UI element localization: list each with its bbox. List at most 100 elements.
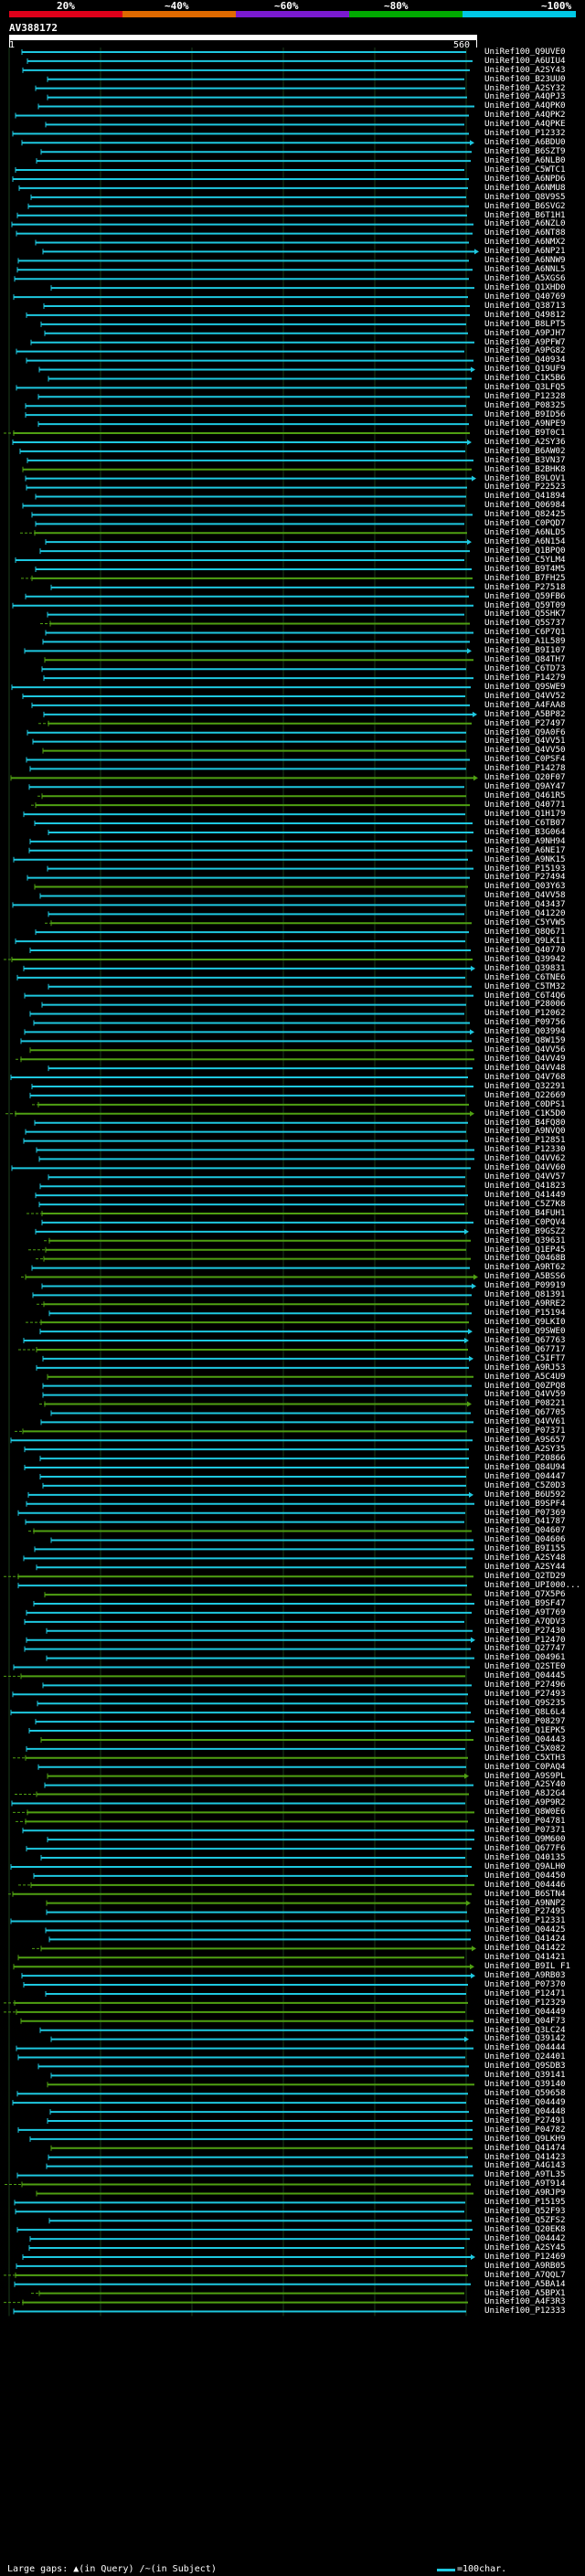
hit-label[interactable]: UniRef100_C6P7Q1	[484, 627, 566, 638]
hit-label[interactable]: UniRef100_A1L589	[484, 636, 566, 647]
hit-label[interactable]: UniRef100_Q40770	[484, 944, 566, 955]
hit-label[interactable]: UniRef100_C5IFT7	[484, 1352, 566, 1363]
hit-label[interactable]: UniRef100_A5XGS6	[484, 273, 566, 284]
hit-label[interactable]: UniRef100_B6SZT9	[484, 146, 566, 157]
hit-label[interactable]: UniRef100_Q04442	[484, 2232, 566, 2243]
hit-label[interactable]: UniRef100_P27496	[484, 1680, 566, 1691]
hit-label[interactable]: UniRef100_Q04606	[484, 1534, 566, 1545]
hit-label[interactable]: UniRef100_Q06984	[484, 500, 566, 511]
hit-label[interactable]: UniRef100_A6BDU0	[484, 137, 566, 148]
hit-label[interactable]: UniRef100_Q4VV48	[484, 1062, 566, 1073]
hit-label[interactable]: UniRef100_P07371	[484, 1426, 566, 1436]
hit-label[interactable]: UniRef100_A2SY40	[484, 1779, 566, 1790]
hit-label[interactable]: UniRef100_Q9SDB3	[484, 2061, 566, 2072]
hit-label[interactable]: UniRef100_A9RJP9	[484, 2188, 566, 2199]
hit-label[interactable]: UniRef100_P12471	[484, 1988, 566, 1998]
hit-label[interactable]: UniRef100_Q39142	[484, 2033, 566, 2044]
hit-label[interactable]: UniRef100_Q9M600	[484, 1834, 566, 1844]
hit-label[interactable]: UniRef100_B9SF47	[484, 1597, 566, 1608]
hit-label[interactable]: UniRef100_P09756	[484, 1017, 566, 1028]
hit-label[interactable]: UniRef100_P12851	[484, 1135, 566, 1146]
hit-label[interactable]: UniRef100_Q4VV61	[484, 1416, 566, 1427]
hit-label[interactable]: UniRef100_Q39942	[484, 953, 566, 964]
hit-label[interactable]: UniRef100_A6UIU4	[484, 55, 566, 66]
hit-label[interactable]: UniRef100_C0DPS1	[484, 1098, 566, 1109]
hit-label[interactable]: UniRef100_Q40771	[484, 799, 566, 810]
hit-label[interactable]: UniRef100_A9RRE2	[484, 1299, 566, 1309]
hit-label[interactable]: UniRef100_P07369	[484, 1507, 566, 1518]
hit-label[interactable]: UniRef100_B9ID56	[484, 409, 566, 419]
hit-label[interactable]: UniRef100_Q9ALH0	[484, 1860, 566, 1871]
hit-label[interactable]: UniRef100_Q9LKI1	[484, 935, 566, 946]
hit-label[interactable]: UniRef100_B4FUH1	[484, 1207, 566, 1218]
hit-label[interactable]: UniRef100_Q8W159	[484, 1035, 566, 1046]
hit-label[interactable]: UniRef100_P15194	[484, 1308, 566, 1319]
hit-label[interactable]: UniRef100_P28006	[484, 999, 566, 1010]
hit-label[interactable]: UniRef100_C0PQD7	[484, 518, 566, 529]
hit-label[interactable]: UniRef100_A9NPE9	[484, 418, 566, 429]
hit-label[interactable]: UniRef100_C6T4Q6	[484, 990, 566, 1001]
hit-label[interactable]: UniRef100_Q41423	[484, 2151, 566, 2162]
hit-label[interactable]: UniRef100_P08221	[484, 1398, 566, 1409]
hit-label[interactable]: UniRef100_Q04607	[484, 1525, 566, 1536]
hit-label[interactable]: UniRef100_P15195	[484, 2197, 566, 2208]
hit-label[interactable]: UniRef100_Q41787	[484, 1516, 566, 1527]
hit-label[interactable]: UniRef100_B3VN37	[484, 454, 566, 465]
hit-label[interactable]: UniRef100_Q41220	[484, 908, 566, 919]
hit-label[interactable]: UniRef100_P27493	[484, 1689, 566, 1700]
hit-label[interactable]: UniRef100_P12470	[484, 1634, 566, 1645]
hit-label[interactable]: UniRef100_C5TM32	[484, 981, 566, 991]
hit-label[interactable]: UniRef100_B6T1H1	[484, 209, 566, 220]
hit-label[interactable]: UniRef100_A2SY43	[484, 64, 566, 75]
hit-label[interactable]: UniRef100_A6NZL0	[484, 218, 566, 229]
hit-label[interactable]: UniRef100_Q67763	[484, 1334, 566, 1345]
hit-label[interactable]: UniRef100_A9NH94	[484, 835, 566, 846]
hit-label[interactable]: UniRef100_A6NLD5	[484, 527, 566, 538]
hit-label[interactable]: UniRef100_B9I107	[484, 645, 566, 656]
hit-label[interactable]: UniRef100_A6NMU8	[484, 182, 566, 193]
hit-label[interactable]: UniRef100_Q40934	[484, 355, 566, 366]
hit-label[interactable]: UniRef100_Q8V9S5	[484, 191, 566, 202]
hit-label[interactable]: UniRef100_Q40769	[484, 291, 566, 302]
hit-label[interactable]: UniRef100_A6N154	[484, 536, 566, 547]
hit-label[interactable]: UniRef100_A9P9R2	[484, 1797, 566, 1808]
hit-label[interactable]: UniRef100_Q43437	[484, 899, 566, 910]
hit-label[interactable]: UniRef100_B9T0C1	[484, 427, 566, 438]
hit-label[interactable]: UniRef100_Q39631	[484, 1235, 566, 1246]
hit-label[interactable]: UniRef100_Q5SHK7	[484, 609, 566, 620]
hit-label[interactable]: UniRef100_A2SY45	[484, 2242, 566, 2253]
hit-label[interactable]: UniRef100_Q84U94	[484, 1461, 566, 1472]
hit-label[interactable]: UniRef100_Q8W0E6	[484, 1807, 566, 1818]
hit-label[interactable]: UniRef100_A9PFW7	[484, 336, 566, 347]
hit-label[interactable]: UniRef100_Q1EPK5	[484, 1724, 566, 1735]
hit-label[interactable]: UniRef100_Q3LFQ5	[484, 382, 566, 393]
hit-label[interactable]: UniRef100_Q41823	[484, 1181, 566, 1192]
hit-label[interactable]: UniRef100_Q9A0F6	[484, 726, 566, 737]
hit-label[interactable]: UniRef100_A2SY32	[484, 82, 566, 93]
hit-label[interactable]: UniRef100_B9LOV1	[484, 472, 566, 483]
hit-label[interactable]: UniRef100_Q04450	[484, 1870, 566, 1881]
hit-label[interactable]: UniRef100_Q4VV57	[484, 1171, 566, 1182]
hit-label[interactable]: UniRef100_Q9UVE0	[484, 46, 566, 57]
hit-label[interactable]: UniRef100_C6TB07	[484, 817, 566, 828]
hit-label[interactable]: UniRef100_C5WTC1	[484, 164, 566, 175]
hit-label[interactable]: UniRef100_Q9S235	[484, 1698, 566, 1709]
hit-label[interactable]: UniRef100_A5BSS6	[484, 1271, 566, 1282]
hit-label[interactable]: UniRef100_Q41449	[484, 1189, 566, 1200]
hit-label[interactable]: UniRef100_C5Z7K8	[484, 1198, 566, 1209]
hit-label[interactable]: UniRef100_P14278	[484, 763, 566, 774]
hit-label[interactable]: UniRef100_A2SY48	[484, 1553, 566, 1564]
hit-label[interactable]: UniRef100_Q7X5P6	[484, 1588, 566, 1599]
hit-label[interactable]: UniRef100_Q41421	[484, 1952, 566, 1963]
hit-label[interactable]: UniRef100_B3G064	[484, 826, 566, 837]
hit-label[interactable]: UniRef100_Q27747	[484, 1643, 566, 1654]
hit-label[interactable]: UniRef100_Q38713	[484, 300, 566, 311]
hit-label[interactable]: UniRef100_B6SVG2	[484, 200, 566, 211]
hit-label[interactable]: UniRef100_Q41894	[484, 491, 566, 502]
hit-label[interactable]: UniRef100_Q04449	[484, 2096, 566, 2107]
hit-label[interactable]: UniRef100_Q1XHD0	[484, 281, 566, 292]
hit-label[interactable]: UniRef100_Q9LKI0	[484, 1317, 566, 1327]
hit-label[interactable]: UniRef100_Q2TD29	[484, 1571, 566, 1582]
hit-label[interactable]: UniRef100_C5Z0D3	[484, 1479, 566, 1490]
hit-label[interactable]: UniRef100_Q4VV58	[484, 890, 566, 901]
